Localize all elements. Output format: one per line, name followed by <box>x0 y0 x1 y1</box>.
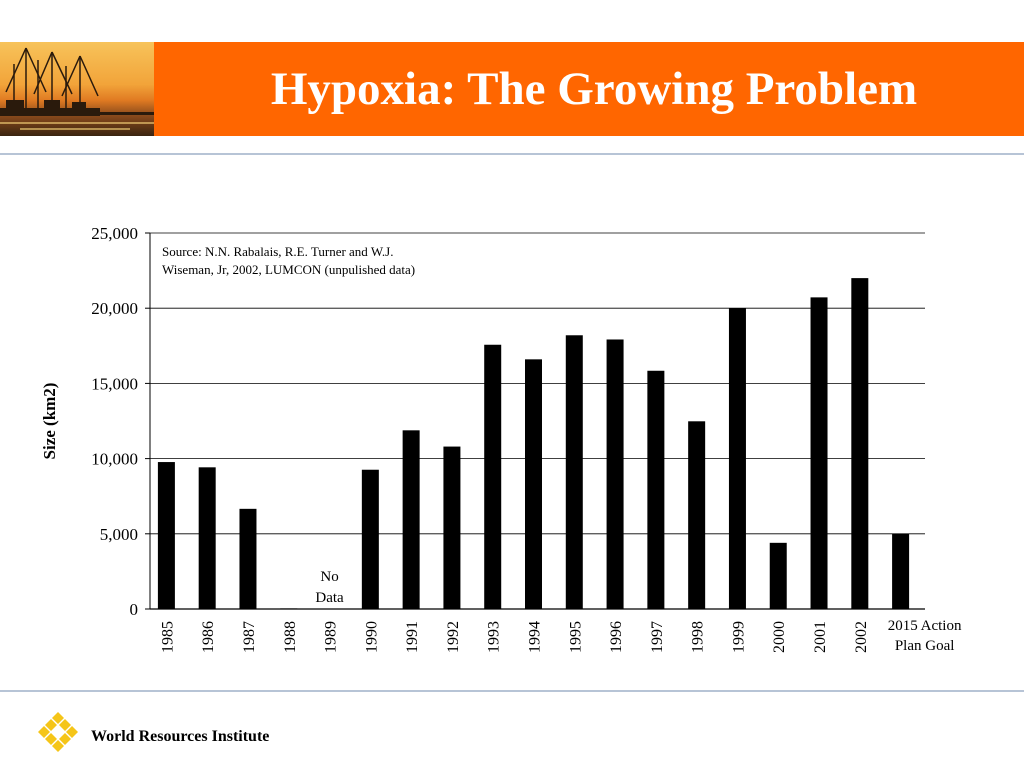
x-tick-label: 1999 <box>730 621 747 653</box>
x-tick-label: 2001 <box>812 621 829 653</box>
bar-1988 <box>280 608 298 610</box>
x-tick-label: 1991 <box>404 621 421 653</box>
bar-2001 <box>810 297 828 609</box>
x-tick-label: 1993 <box>486 621 503 653</box>
organization-name: World Resources Institute <box>91 728 270 745</box>
top-divider <box>0 153 1024 155</box>
x-tick-label: 1995 <box>567 621 584 653</box>
x-tick-label: 1985 <box>159 621 176 653</box>
bar-1990 <box>361 469 379 609</box>
y-tick-label: 20,000 <box>91 299 138 318</box>
no-data-annotation: Data <box>315 590 344 606</box>
bar-1997 <box>647 370 665 609</box>
x-tick-label: 1994 <box>527 621 544 653</box>
y-axis-label: Size (km2) <box>40 383 59 460</box>
bar-1993 <box>484 344 502 609</box>
no-data-annotation: No <box>320 569 338 585</box>
x-tick-label: 1986 <box>200 621 217 653</box>
bottom-divider <box>0 690 1024 692</box>
x-tick-label: 1997 <box>649 621 666 653</box>
x-tick-label: 1988 <box>282 621 299 653</box>
x-tick-label: 1990 <box>363 621 380 653</box>
bar-1995 <box>565 335 583 609</box>
bar-1992 <box>443 446 461 609</box>
bar-1996 <box>606 339 624 609</box>
hypoxia-bar-chart: Size (km2) Source: N.N. Rabalais, R.E. T… <box>40 224 962 654</box>
source-note-line-1: Source: N.N. Rabalais, R.E. Turner and W… <box>162 244 393 259</box>
x-tick-label: 1996 <box>608 621 625 653</box>
bar-1987 <box>239 508 257 609</box>
x-tick-label: 1998 <box>690 621 707 653</box>
bar-1991 <box>402 430 420 609</box>
x-tick-label: 1992 <box>445 621 462 653</box>
x-tick-label: Plan Goal <box>895 638 955 654</box>
bar-2015-action-plan-goal <box>892 533 910 609</box>
x-tick-label: 1989 <box>323 621 340 653</box>
shrimp-boats-photo <box>0 42 154 136</box>
title-banner: Hypoxia: The Growing Problem <box>0 42 1024 136</box>
bar-1985 <box>157 462 175 609</box>
bar-1998 <box>688 421 706 609</box>
source-note-line-2: Wiseman, Jr, 2002, LUMCON (unpulished da… <box>162 262 415 277</box>
bar-1999 <box>728 308 746 609</box>
y-tick-label: 5,000 <box>100 525 138 544</box>
x-tick-label: 2000 <box>771 621 788 653</box>
y-tick-label: 10,000 <box>91 450 138 469</box>
y-tick-label: 15,000 <box>91 374 138 393</box>
page-title: Hypoxia: The Growing Problem <box>270 63 918 115</box>
bar-1986 <box>198 467 216 609</box>
y-tick-label: 0 <box>130 600 139 619</box>
x-tick-label: 1987 <box>241 621 258 653</box>
x-tick-label: 2002 <box>853 621 870 653</box>
wri-logo-icon <box>38 712 78 752</box>
bar-1994 <box>525 359 542 609</box>
x-tick-label: 2015 Action <box>888 618 962 634</box>
bar-2002 <box>851 278 869 609</box>
bar-2000 <box>769 542 787 609</box>
y-tick-label: 25,000 <box>91 224 138 243</box>
